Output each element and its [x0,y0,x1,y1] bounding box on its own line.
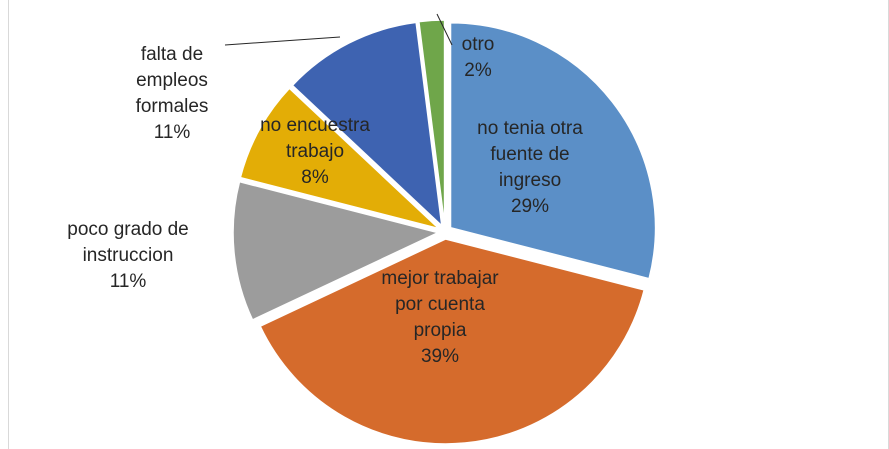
category-label: falta de empleos formales [135,44,209,117]
slice-label-box: no encuestra trabajo 8% [240,97,390,207]
slice-label: no encuestra trabajo 8% [240,97,390,207]
leader-line [224,36,341,46]
slice-label-box: otro 2% [403,3,553,113]
value-label: 11% [153,122,191,143]
slice-label: otro 2% [403,3,553,113]
slice-label-box: mejor trabajar por cuenta propia 39% [365,263,515,373]
value-label: 8% [301,167,329,188]
value-label: 2% [464,60,492,81]
value-label: 29% [510,196,550,217]
pie-slice [232,180,441,321]
slice-label: no tenia otra fuente de ingreso 29% [455,113,605,223]
slice-label-box: no tenia otra fuente de ingreso 29% [455,113,605,223]
pie-slice [449,21,657,280]
category-label: otro [461,34,495,55]
pie-slice [418,19,446,226]
pie-slice [239,87,440,230]
slice-label: falta de empleos formales 11% [97,39,247,149]
slice-label: mejor trabajar por cuenta propia 39% [365,263,515,373]
leader-line [436,13,453,46]
labels: no tenia otra fuente de ingreso 29% mejor … [53,3,605,373]
pie-slice [291,21,443,228]
category-label: mejor trabajar por cuenta propia [381,268,499,341]
category-label: poco grado de instruccion [67,219,189,266]
pie [232,19,657,445]
slice-label-box: falta de empleos formales 11% [97,39,247,149]
value-label: 11% [109,271,147,292]
slice-label-box: poco grado de instruccion 11% [53,201,203,311]
category-label: no encuestra trabajo [260,115,370,162]
slice-label: poco grado de instruccion 11% [53,201,203,311]
category-label: no tenia otra fuente de ingreso [477,118,583,191]
value-label: 39% [420,346,460,367]
pie-slice [259,238,646,445]
